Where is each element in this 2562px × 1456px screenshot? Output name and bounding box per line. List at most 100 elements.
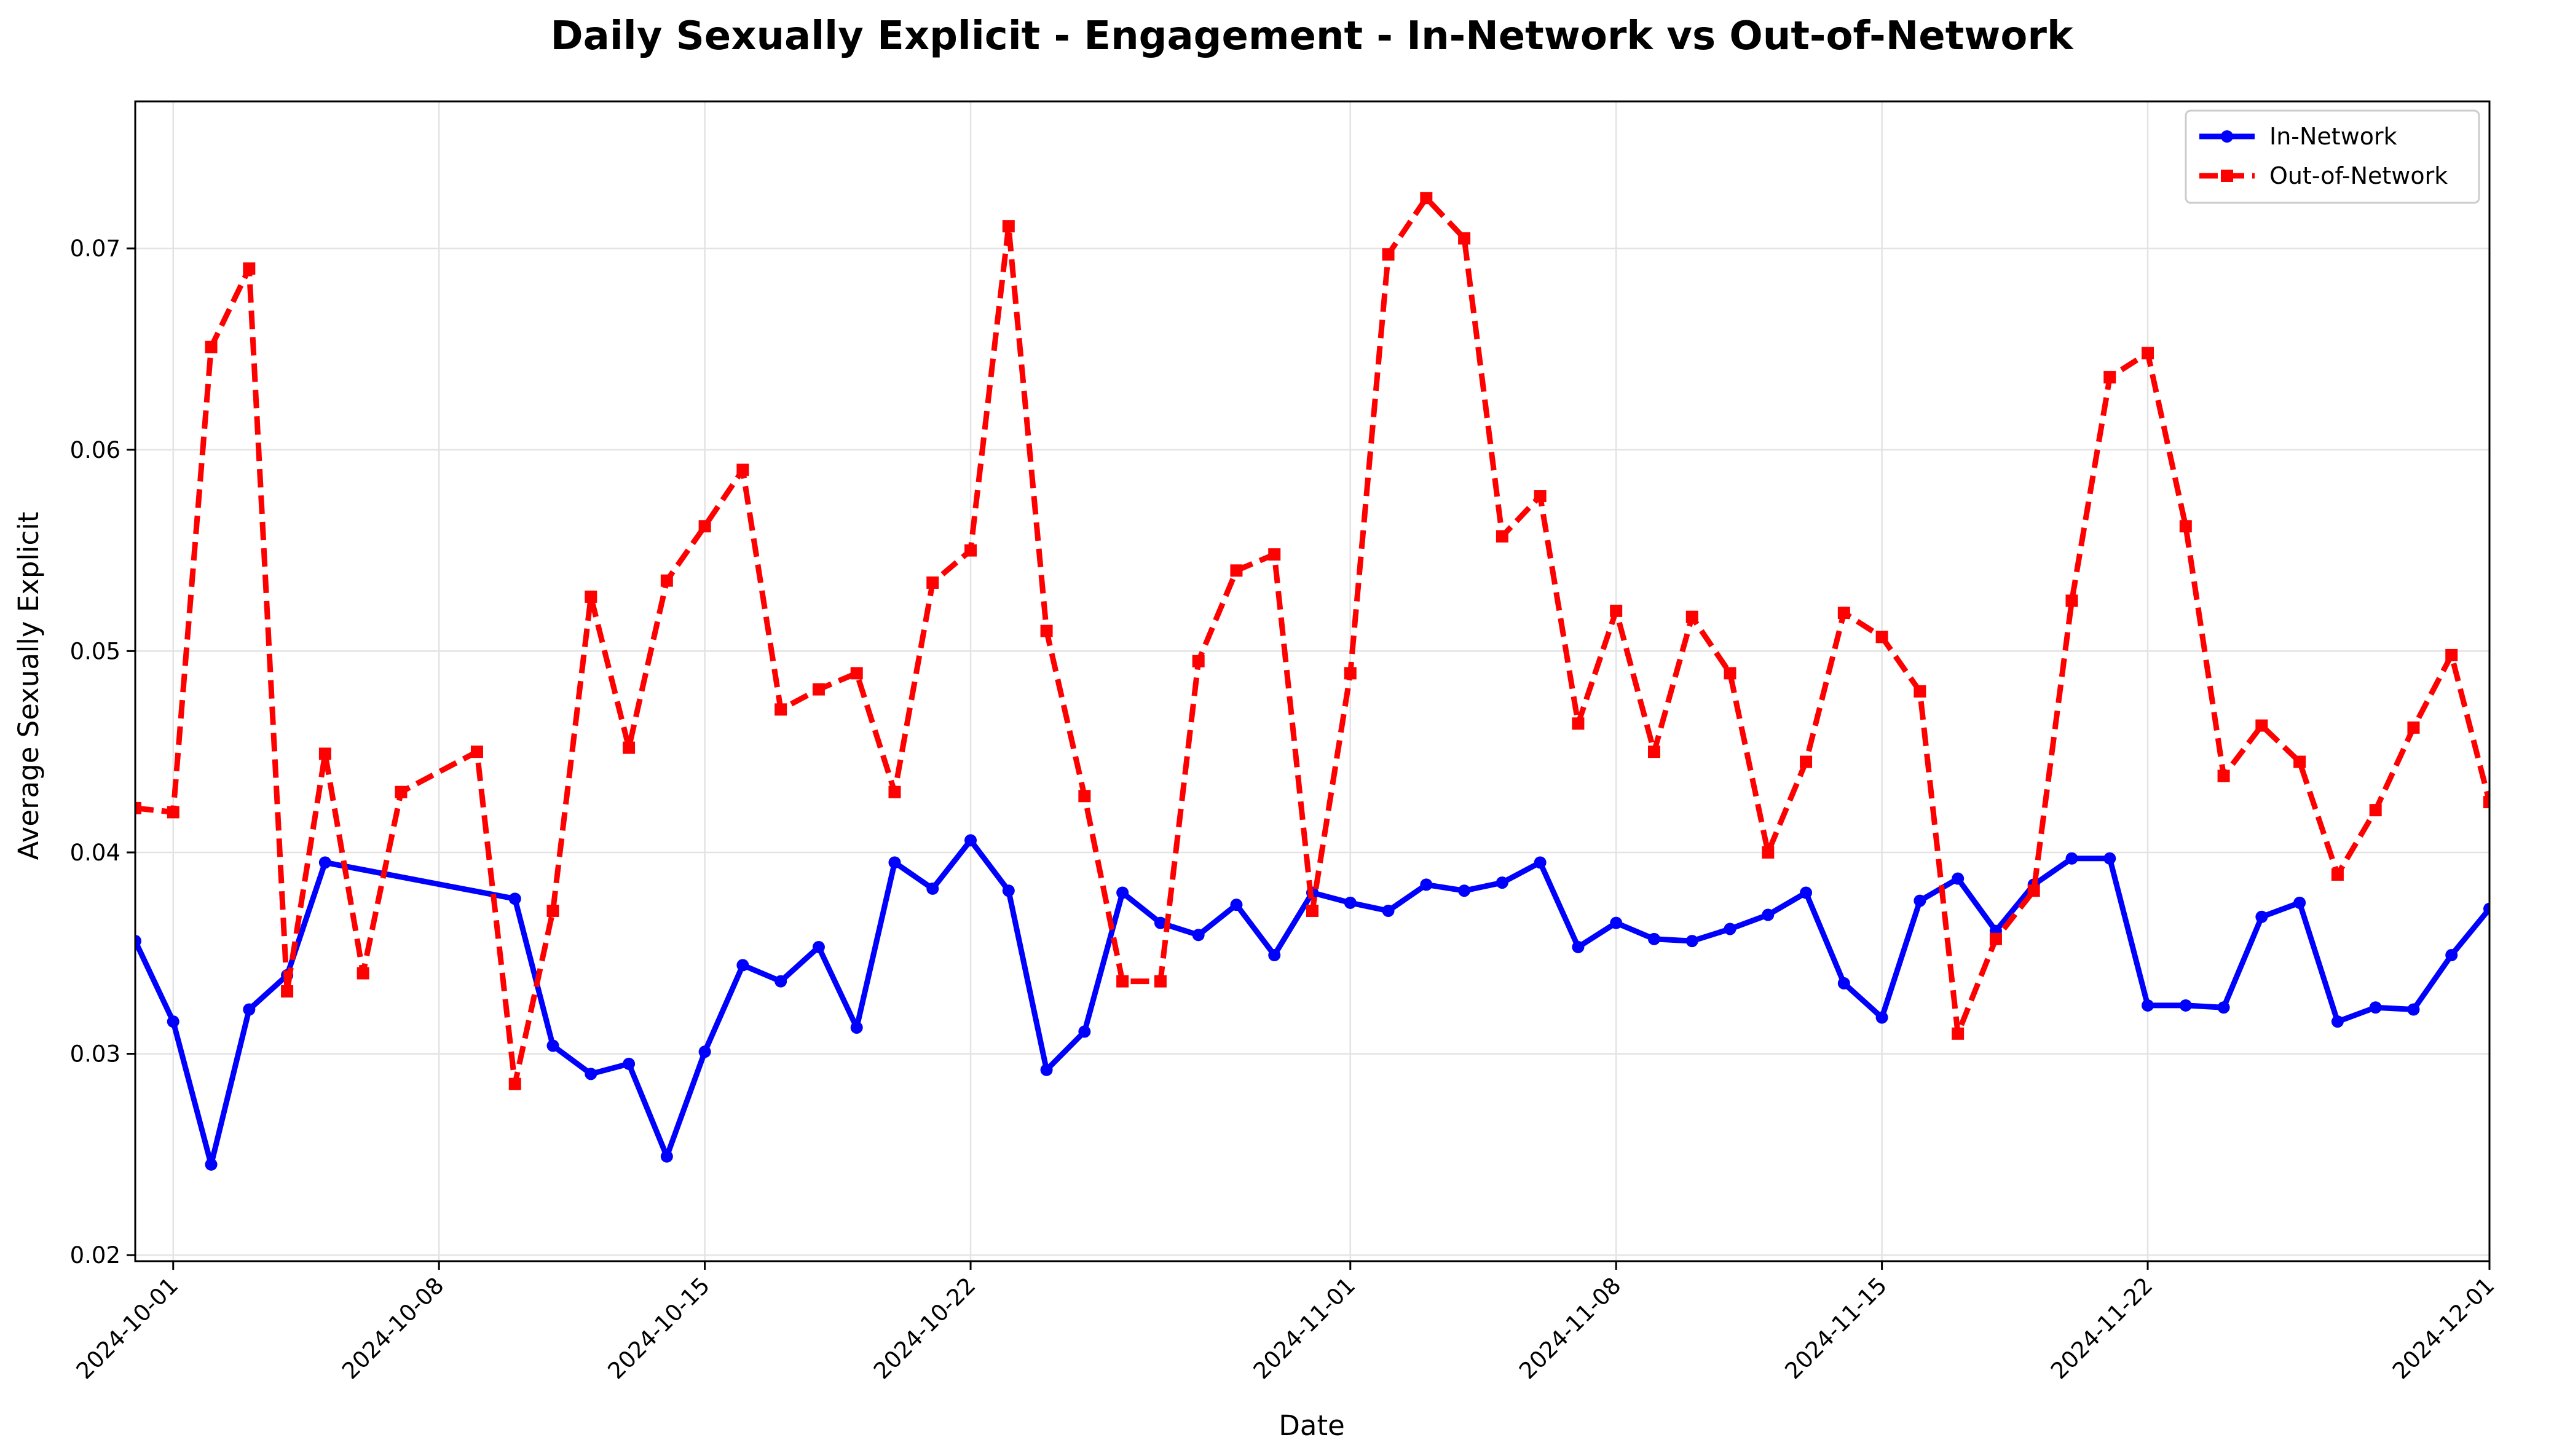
data-point-out-of-network — [1989, 932, 2002, 945]
data-point-out-of-network — [1002, 220, 1015, 233]
data-point-out-of-network — [205, 340, 218, 353]
data-point-out-of-network — [1230, 564, 1243, 577]
y-tick-label: 0.04 — [70, 840, 120, 866]
series-line-out-of-network — [135, 195, 2489, 1087]
data-point-in-network — [926, 882, 939, 895]
y-tick-label: 0.02 — [70, 1242, 120, 1269]
data-point-in-network — [1458, 884, 1471, 897]
data-point-out-of-network — [1647, 746, 1660, 758]
data-point-out-of-network — [2369, 804, 2382, 817]
data-point-out-of-network — [1800, 755, 1813, 768]
data-point-in-network — [2255, 910, 2268, 923]
data-point-in-network — [2142, 999, 2154, 1012]
data-point-in-network — [2369, 1001, 2382, 1014]
data-point-out-of-network — [357, 967, 369, 980]
data-point-in-network — [698, 1045, 711, 1058]
data-point-out-of-network — [508, 1077, 521, 1090]
data-point-in-network — [1230, 899, 1243, 911]
data-point-in-network — [135, 935, 141, 948]
data-point-out-of-network — [585, 590, 597, 603]
data-point-out-of-network — [243, 262, 256, 275]
data-point-out-of-network — [1192, 655, 1205, 667]
data-point-out-of-network — [2142, 347, 2154, 360]
data-point-out-of-network — [1685, 610, 1698, 623]
data-point-in-network — [2065, 852, 2078, 865]
data-point-in-network — [964, 834, 977, 847]
data-point-out-of-network — [546, 904, 559, 917]
data-point-out-of-network — [470, 746, 483, 758]
data-point-in-network — [205, 1158, 218, 1171]
data-point-in-network — [1268, 949, 1281, 962]
legend-marker-in-network — [2221, 130, 2233, 143]
y-tick-label: 0.06 — [70, 437, 120, 463]
y-axis: 0.02 0.03 0.04 0.05 0.06 0.07 — [70, 235, 135, 1269]
legend-box — [2185, 109, 2480, 204]
legend-marker-out-of-network — [2221, 170, 2233, 182]
data-point-in-network — [1647, 932, 1660, 945]
data-point-out-of-network — [926, 576, 939, 589]
data-point-out-of-network — [1040, 624, 1053, 637]
data-point-out-of-network — [2331, 868, 2344, 881]
data-point-out-of-network — [135, 801, 141, 814]
data-point-out-of-network — [1268, 548, 1281, 561]
data-point-out-of-network — [623, 741, 636, 754]
data-point-out-of-network — [2255, 719, 2268, 732]
series-out-of-network — [135, 192, 2489, 1090]
data-point-out-of-network — [2293, 755, 2306, 768]
data-point-out-of-network — [1837, 607, 1850, 620]
data-point-out-of-network — [2217, 769, 2230, 782]
data-point-in-network — [2331, 1015, 2344, 1028]
legend-label-out-of-network: Out-of-Network — [2269, 162, 2448, 189]
data-point-out-of-network — [775, 703, 787, 716]
data-point-out-of-network — [1496, 530, 1508, 543]
data-point-in-network — [2483, 902, 2489, 915]
data-point-in-network — [1875, 1011, 1888, 1024]
y-tick-label: 0.07 — [70, 235, 120, 262]
x-axis-title: Date — [1279, 1409, 1345, 1442]
data-point-out-of-network — [2027, 884, 2040, 897]
data-point-out-of-network — [318, 747, 331, 760]
data-point-in-network — [1572, 940, 1585, 953]
data-point-in-network — [775, 975, 787, 988]
data-point-in-network — [1382, 904, 1395, 917]
data-point-in-network — [318, 856, 331, 869]
data-point-in-network — [546, 1039, 559, 1052]
data-point-in-network — [2179, 999, 2192, 1012]
chart-title: Daily Sexually Explicit - Engagement - I… — [551, 14, 2074, 59]
data-point-in-network — [2103, 852, 2116, 865]
data-point-in-network — [1724, 923, 1736, 935]
data-point-in-network — [850, 1021, 863, 1034]
data-point-out-of-network — [964, 544, 977, 557]
y-axis-title: Average Sexually Explicit — [12, 512, 45, 860]
data-point-in-network — [736, 959, 749, 972]
plot-area-frame — [134, 100, 2491, 1262]
data-point-in-network — [508, 892, 521, 905]
data-point-out-of-network — [888, 785, 901, 798]
data-point-in-network — [2293, 896, 2306, 909]
data-point-out-of-network — [1382, 248, 1395, 261]
data-point-in-network — [1116, 886, 1129, 899]
data-point-in-network — [2445, 949, 2458, 962]
data-point-out-of-network — [1344, 667, 1357, 680]
data-point-out-of-network — [1724, 667, 1736, 680]
data-point-in-network — [660, 1150, 673, 1163]
data-point-out-of-network — [698, 520, 711, 533]
data-point-in-network — [167, 1015, 179, 1028]
data-point-out-of-network — [2483, 796, 2489, 809]
data-point-in-network — [1837, 977, 1850, 990]
data-point-out-of-network — [1116, 975, 1129, 988]
legend-label-in-network: In-Network — [2269, 123, 2397, 150]
data-point-out-of-network — [1534, 490, 1547, 503]
data-point-in-network — [888, 856, 901, 869]
data-point-in-network — [1496, 876, 1508, 889]
data-point-out-of-network — [850, 667, 863, 680]
data-point-out-of-network — [395, 785, 408, 798]
data-point-in-network — [1685, 935, 1698, 948]
data-point-out-of-network — [812, 683, 825, 696]
data-point-out-of-network — [167, 806, 179, 819]
data-point-out-of-network — [281, 985, 294, 998]
data-point-in-network — [1762, 908, 1775, 921]
data-point-out-of-network — [2179, 520, 2192, 533]
